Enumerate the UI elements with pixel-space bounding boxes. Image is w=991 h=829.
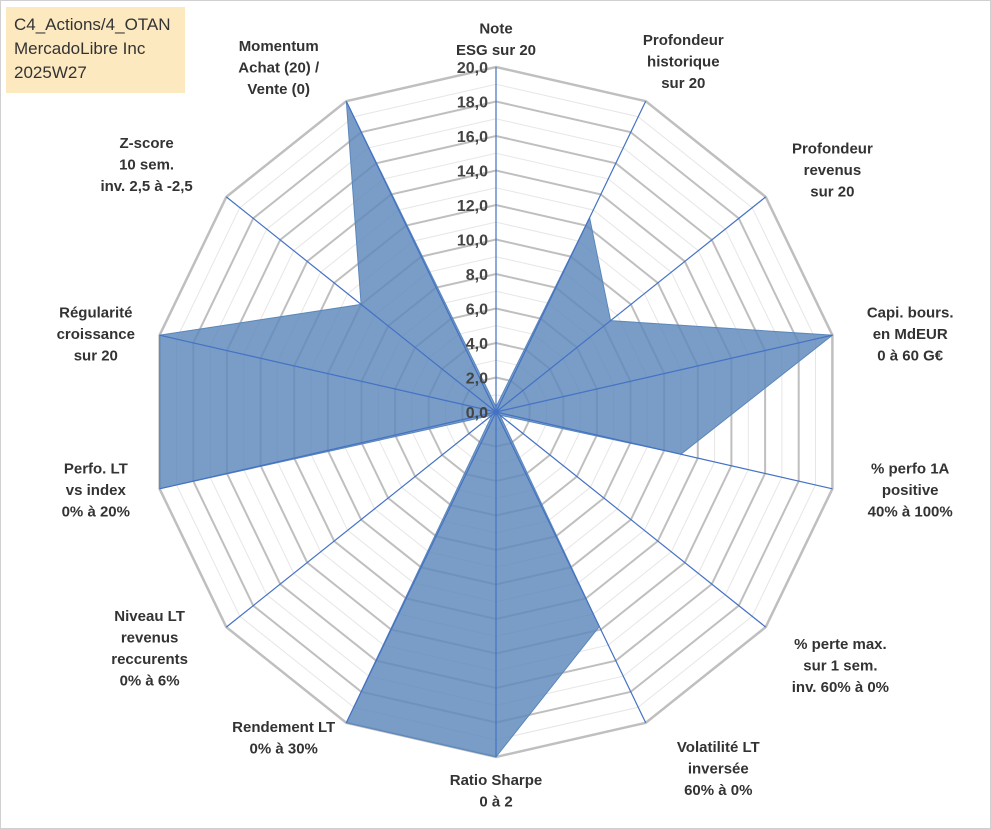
info-line-1: C4_Actions/4_OTAN [14,15,171,34]
axis-label-line: vs index [66,482,127,499]
axis-label: Profondeur revenus sur 20 [792,141,873,201]
axis-label-line: Profondeur [643,32,724,49]
tick-label: 2,0 [466,371,488,388]
tick-label: 20,0 [457,60,488,77]
tick-label: 12,0 [457,198,488,215]
axis-spoke [345,411,497,724]
axis-label-line: sur 1 sem. [803,657,877,674]
axis-label-line: 0 à 60 G€ [877,347,944,364]
axis-label-line: ESG sur 20 [456,42,536,59]
axis-label-line: inv. 60% à 0% [792,679,889,696]
axis-label: Note ESG sur 20 [456,21,536,60]
axis-label-line: 0% à 6% [120,672,180,689]
axis-label: Régularité croissance sur 20 [57,304,135,364]
info-line-2: MercadoLibre Inc [14,39,146,58]
axis-label-line: croissance [57,326,135,343]
axis-label: % perfo 1A positive 40% à 100% [868,461,953,521]
axis-spoke [495,196,767,413]
axis-label-line: positive [882,482,939,499]
tick-label: 18,0 [457,95,488,112]
axis-label: Rendement LT 0% à 30% [232,719,335,758]
axis-spoke [225,411,497,628]
axis-label-line: Ratio Sharpe [450,772,543,789]
axis-label-line: % perte max. [794,636,887,653]
tick-label: 6,0 [466,302,488,319]
axis-spoke [495,100,647,413]
axis-spoke [495,334,833,413]
axis-label: Niveau LT revenus reccurents 0% à 6% [111,608,188,690]
axis-label-line: Vente (0) [247,81,310,98]
axis-label: Capi. bours. en MdEUR 0 à 60 G€ [867,304,954,364]
tick-label: 16,0 [457,129,488,146]
axis-label: % perte max. sur 1 sem. inv. 60% à 0% [792,636,889,696]
axis-label-line: historique [647,53,720,70]
axis-label: Momentum Achat (20) / Vente (0) [238,38,320,98]
axis-label: Ratio Sharpe 0 à 2 [450,772,543,811]
tick-label: 14,0 [457,164,488,181]
axis-label: Profondeur historique sur 20 [643,32,724,92]
axis-label-line: 0% à 30% [250,741,318,758]
axis-spoke [225,196,497,413]
axis-label-line: Z-score [120,135,174,152]
axis-label-line: inversée [688,761,749,778]
tick-label: 10,0 [457,233,488,250]
axis-label-line: revenus [804,162,862,179]
axis-label-line: 0% à 20% [62,504,130,521]
axis-label-line: Rendement LT [232,719,335,736]
info-line-3: 2025W27 [14,63,87,82]
axis-label: Volatilité LT inversée 60% à 0% [677,739,760,799]
axis-label-line: Régularité [59,304,132,321]
axis-label-line: Profondeur [792,141,873,158]
axis-label-line: % perfo 1A [871,461,950,478]
axis-spoke [495,411,767,628]
axis-label-line: Note [479,21,512,38]
axis-label: Perfo. LT vs index 0% à 20% [62,461,130,521]
axis-label-line: revenus [121,629,179,646]
axis-spoke [159,334,497,413]
axis-label-line: sur 20 [74,347,118,364]
axis-label-line: 0 à 2 [479,794,512,811]
tick-label: 0,0 [466,405,488,422]
axis-spoke [495,411,647,724]
axis-label-line: Niveau LT [114,608,185,625]
axis-label-line: 40% à 100% [868,504,953,521]
axis-label-line: Achat (20) / [238,59,320,76]
axis-spoke [495,411,833,490]
axis-label-line: sur 20 [661,75,705,92]
axis-spoke [159,411,497,490]
axis-label-line: inv. 2,5 à -2,5 [100,178,192,195]
info-box: C4_Actions/4_OTAN MercadoLibre Inc 2025W… [6,7,185,93]
axis-spoke [345,100,497,413]
axis-label-line: en MdEUR [873,326,948,343]
axis-label-line: Momentum [239,38,319,55]
axis-label-line: Perfo. LT [64,461,128,478]
axis-label: Z-score 10 sem. inv. 2,5 à -2,5 [100,135,192,195]
tick-label: 4,0 [466,336,488,353]
axis-label-line: sur 20 [810,184,854,201]
axis-label-line: Volatilité LT [677,739,760,756]
tick-label: 8,0 [466,267,488,284]
axis-label-line: Capi. bours. [867,304,954,321]
axis-label-line: 10 sem. [119,157,174,174]
axis-label-line: reccurents [111,651,188,668]
axis-label-line: 60% à 0% [684,782,752,799]
